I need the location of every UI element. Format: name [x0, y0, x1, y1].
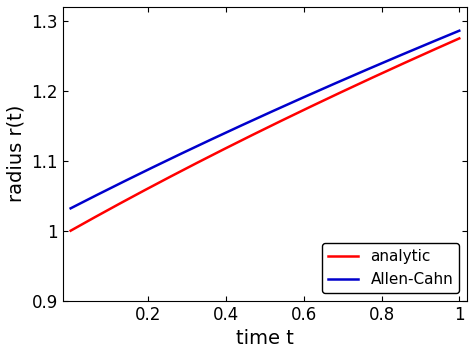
Allen-Cahn — [252, 117, 258, 121]
analytic — [456, 36, 462, 40]
analytic — [447, 40, 453, 45]
Line: Allen-Cahn: Allen-Cahn — [71, 31, 459, 208]
Line: analytic: analytic — [71, 38, 459, 231]
X-axis label: time t: time t — [236, 329, 294, 348]
Allen-Cahn — [386, 58, 392, 62]
Allen-Cahn — [299, 96, 305, 100]
Legend: analytic, Allen-Cahn: analytic, Allen-Cahn — [322, 243, 459, 293]
Allen-Cahn — [278, 105, 284, 110]
analytic — [68, 229, 73, 233]
Allen-Cahn — [68, 206, 73, 211]
analytic — [278, 119, 284, 123]
analytic — [255, 130, 260, 135]
analytic — [252, 131, 258, 136]
Allen-Cahn — [255, 116, 260, 120]
Allen-Cahn — [456, 29, 462, 33]
Allen-Cahn — [447, 32, 453, 37]
analytic — [386, 68, 392, 72]
Y-axis label: radius r(t): radius r(t) — [7, 105, 26, 202]
analytic — [299, 109, 305, 113]
